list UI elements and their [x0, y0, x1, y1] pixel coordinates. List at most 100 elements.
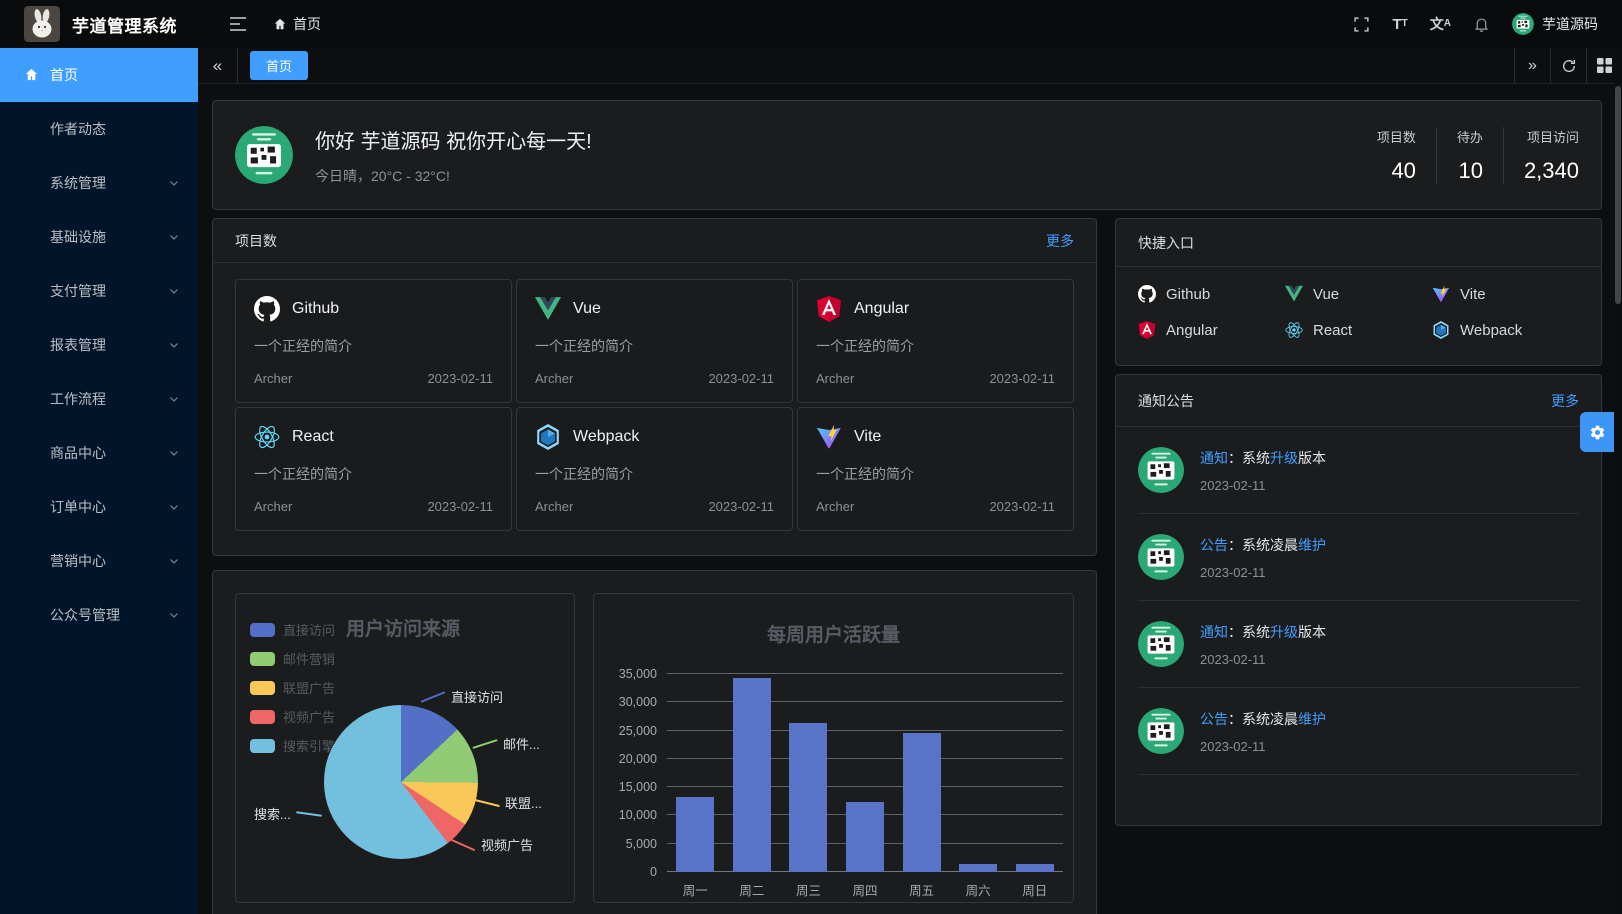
sidebar-item-9[interactable]: 营销中心 — [0, 534, 198, 588]
x-tick-label: 周六 — [965, 884, 991, 898]
notices-title: 通知公告 — [1138, 392, 1194, 409]
collapse-tabs-left-icon[interactable]: « — [198, 48, 238, 83]
projects-grid: Github 一个正经的简介 Archer 2023-02-11 Vue 一个正经的简介 A… — [213, 263, 1096, 547]
notice-item-2[interactable]: 通知：系统升级版本 2023-02-11 — [1138, 601, 1579, 688]
bar-周五 — [902, 732, 941, 872]
notice-date: 2023-02-11 — [1200, 477, 1266, 493]
chevron-down-icon — [170, 559, 178, 564]
sidebar-item-1[interactable]: 作者动态 — [0, 102, 198, 156]
chevron-down-icon — [170, 289, 178, 294]
angular-icon — [1138, 321, 1156, 339]
bar-周六 — [959, 864, 998, 872]
bar-周日 — [1015, 864, 1054, 872]
sidebar-item-label: 公众号管理 — [50, 607, 120, 623]
y-tick-label: 35,000 — [618, 667, 657, 681]
legend-swatch — [250, 709, 275, 724]
notice-date: 2023-02-11 — [1200, 651, 1266, 667]
x-tick-label: 周一 — [682, 884, 708, 898]
home-icon — [274, 18, 286, 30]
sidebar-item-5[interactable]: 报表管理 — [0, 318, 198, 372]
sidebar-item-3[interactable]: 基础设施 — [0, 210, 198, 264]
notice-avatar — [1138, 621, 1184, 667]
profile-qr-avatar — [235, 126, 293, 184]
bar-周四 — [846, 802, 885, 872]
projects-more-link[interactable]: 更多 — [1046, 232, 1074, 249]
pie-legend-item-2[interactable]: 联盟广告 — [250, 678, 335, 697]
notice-title: 通知：系统升级版本 — [1200, 449, 1326, 466]
qr-avatar-icon — [1138, 621, 1184, 667]
shortcut-webpack[interactable]: Webpack — [1432, 317, 1579, 343]
project-card-vite[interactable]: Vite 一个正经的简介 Archer 2023-02-11 — [797, 407, 1074, 531]
pie-legend-item-1[interactable]: 邮件营销 — [250, 649, 335, 668]
breadcrumb[interactable]: 首页 — [273, 14, 321, 34]
fullscreen-icon[interactable] — [1353, 16, 1370, 33]
pie-legend-item-3[interactable]: 视频广告 — [250, 707, 335, 726]
refresh-icon[interactable] — [1550, 48, 1586, 83]
webpack-icon — [537, 424, 559, 450]
project-date: 2023-02-11 — [708, 371, 774, 386]
settings-drawer-button[interactable] — [1580, 412, 1614, 452]
sidebar-item-6[interactable]: 工作流程 — [0, 372, 198, 426]
project-author: Archer — [535, 499, 574, 514]
user-menu[interactable]: 芋道源码 — [1512, 13, 1598, 35]
chevron-down-icon — [170, 397, 178, 402]
shortcut-angular[interactable]: Angular — [1138, 317, 1285, 343]
qr-avatar-icon — [1138, 447, 1184, 493]
shortcut-github[interactable]: Github — [1138, 281, 1285, 307]
sidebar-item-label: 系统管理 — [50, 175, 106, 191]
sidebar-item-4[interactable]: 支付管理 — [0, 264, 198, 318]
qr-avatar-icon — [235, 126, 293, 184]
notice-item-3[interactable]: 公告：系统凌晨维护 2023-02-11 — [1138, 688, 1579, 775]
shortcut-react[interactable]: React — [1285, 317, 1432, 343]
sidebar-item-2[interactable]: 系统管理 — [0, 156, 198, 210]
sidebar-item-8[interactable]: 订单中心 — [0, 480, 198, 534]
sidebar-item-0[interactable]: 首页 — [0, 48, 198, 102]
bar-周二 — [732, 677, 771, 872]
notice-item-0[interactable]: 通知：系统升级版本 2023-02-11 — [1138, 427, 1579, 514]
user-name: 芋道源码 — [1542, 16, 1598, 32]
layout-grid-icon[interactable] — [1586, 48, 1622, 83]
project-card-angular[interactable]: Angular 一个正经的简介 Archer 2023-02-11 — [797, 279, 1074, 403]
project-name: React — [292, 428, 334, 445]
notices-more-link[interactable]: 更多 — [1551, 392, 1579, 409]
bell-icon[interactable] — [1473, 15, 1490, 33]
collapse-tabs-right-icon[interactable]: » — [1514, 48, 1550, 83]
project-desc: 一个正经的简介 — [535, 466, 633, 482]
tab-home[interactable]: 首页 — [250, 51, 309, 80]
project-author: Archer — [535, 371, 574, 386]
project-card-github[interactable]: Github 一个正经的简介 Archer 2023-02-11 — [235, 279, 512, 403]
project-card-webpack[interactable]: Webpack 一个正经的简介 Archer 2023-02-11 — [516, 407, 793, 531]
project-name: Vite — [854, 428, 882, 445]
project-card-vue[interactable]: Vue 一个正经的简介 Archer 2023-02-11 — [516, 279, 793, 403]
projects-title: 项目数 — [235, 232, 277, 249]
notice-date: 2023-02-11 — [1200, 738, 1266, 754]
bunny-logo-icon — [24, 6, 60, 42]
app-logo — [24, 6, 60, 42]
gridline — [667, 673, 1063, 674]
github-icon — [254, 296, 280, 322]
react-icon — [1285, 322, 1303, 338]
shortcut-vite[interactable]: Vite — [1432, 281, 1579, 307]
pie-legend-item-4[interactable]: 搜索引擎 — [250, 736, 335, 755]
qr-avatar-icon — [1138, 534, 1184, 580]
menu-fold-icon[interactable] — [229, 17, 247, 31]
sidebar-item-label: 商品中心 — [50, 445, 106, 461]
y-tick-label: 25,000 — [618, 723, 657, 738]
shortcut-vue[interactable]: Vue — [1285, 281, 1432, 307]
pie-legend-item-0[interactable]: 直接访问 — [250, 620, 335, 639]
project-desc: 一个正经的简介 — [816, 466, 914, 482]
sidebar-item-7[interactable]: 商品中心 — [0, 426, 198, 480]
project-card-react[interactable]: React 一个正经的简介 Archer 2023-02-11 — [235, 407, 512, 531]
y-tick-label: 10,000 — [618, 808, 657, 823]
notice-avatar — [1138, 708, 1184, 754]
vue-icon — [535, 297, 561, 320]
vertical-scrollbar[interactable] — [1614, 48, 1622, 914]
sidebar-item-10[interactable]: 公众号管理 — [0, 588, 198, 642]
notice-item-1[interactable]: 公告：系统凌晨维护 2023-02-11 — [1138, 514, 1579, 601]
scrollbar-thumb[interactable] — [1615, 86, 1621, 304]
bar-chart-panel: 每周用户活跃量 0 5,000 10,000 15,000 20,000 25,000 30… — [593, 593, 1074, 903]
shortcuts-card-header: 快捷入口 — [1116, 219, 1601, 267]
